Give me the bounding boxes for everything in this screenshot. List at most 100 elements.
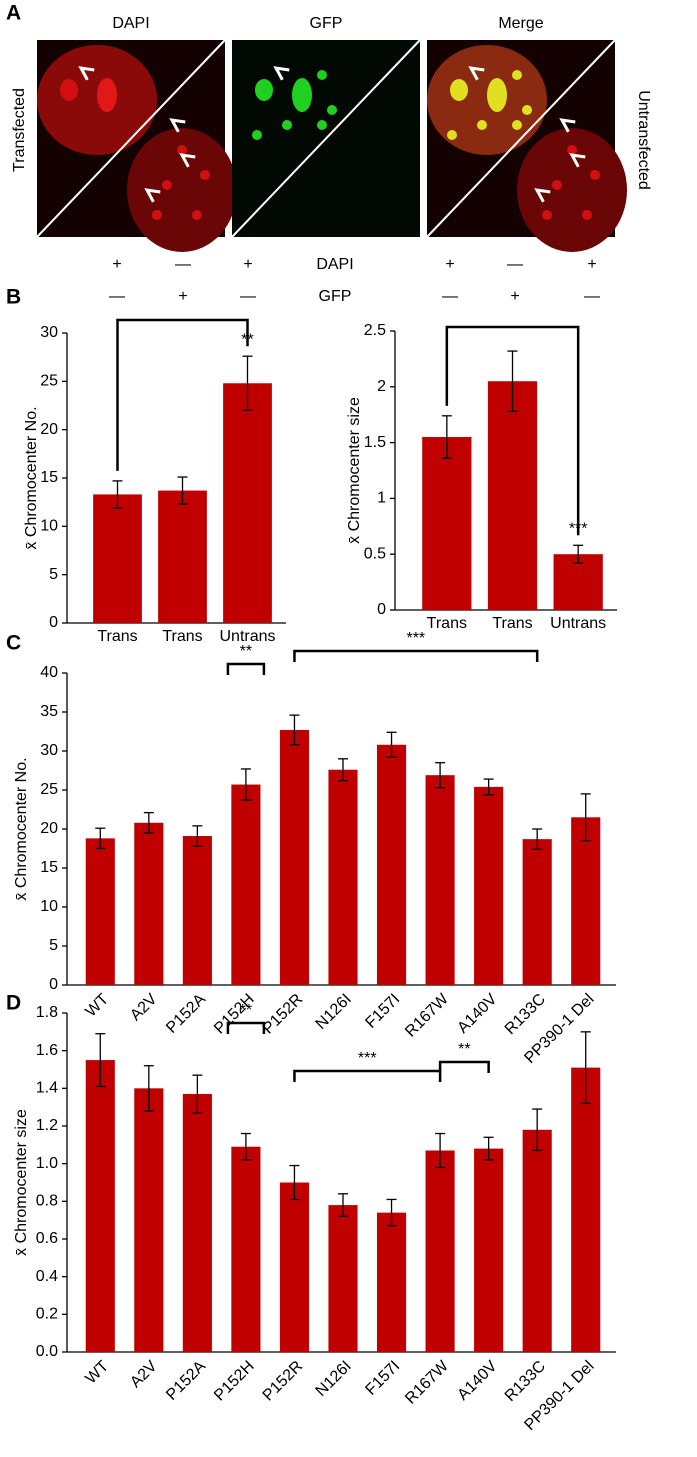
y-tick-label: 30: [40, 742, 58, 759]
x-tick-label: P152R: [260, 991, 307, 1038]
y-tick-label: 10: [40, 518, 58, 535]
divider: [426, 39, 616, 238]
spot: [487, 78, 507, 112]
bar: [376, 1212, 407, 1352]
divider: [36, 39, 226, 238]
significance-label: **: [241, 331, 253, 348]
spot: [317, 70, 327, 80]
bar: [182, 1093, 212, 1352]
error-bar: [338, 758, 348, 782]
bar: [376, 744, 407, 985]
sign: +: [445, 256, 454, 273]
bar: [474, 786, 504, 985]
error-bar: [192, 1074, 203, 1114]
error-bar: [386, 1198, 397, 1227]
spot: [552, 180, 562, 190]
x-tick-label: P152R: [260, 1358, 307, 1405]
error-bar: [532, 828, 543, 850]
error-bar: [580, 1031, 591, 1105]
x-tick-label: A2V: [127, 991, 161, 1025]
x-tick-label: P152A: [163, 991, 209, 1037]
panel-label: D: [6, 992, 21, 1015]
y-axis-label: x̄ Chromocenter No.: [23, 406, 40, 549]
x-tick-label: P152A: [163, 1358, 209, 1404]
sign: +: [587, 256, 596, 273]
error-bar: [483, 1136, 494, 1161]
x-tick-label: F157I: [362, 1358, 403, 1399]
bar: [328, 1205, 358, 1352]
spot: [512, 70, 522, 80]
spot: [292, 78, 312, 112]
panel-label: A: [6, 2, 21, 25]
spot: [522, 105, 532, 115]
bar: [231, 1146, 261, 1352]
sign: —: [240, 288, 256, 305]
bar: [328, 769, 358, 985]
sign: —: [584, 288, 600, 305]
y-tick-label: 15: [40, 859, 58, 876]
arrow: [468, 66, 485, 81]
y-tick-label: 0.6: [36, 1230, 58, 1247]
panel-label: C: [6, 632, 21, 655]
error-bar: [483, 778, 494, 796]
significance-bracket: [116, 318, 249, 471]
x-tick-label: N126I: [313, 991, 355, 1033]
sign: +: [178, 288, 187, 305]
x-tick-label: R133C: [502, 991, 549, 1038]
y-tick-label: 1.8: [36, 1004, 58, 1021]
spot: [255, 79, 273, 101]
spot: [590, 170, 600, 180]
error-bar: [112, 480, 123, 509]
error-bar: [95, 1033, 106, 1088]
sign: +: [243, 256, 252, 273]
bar: [422, 437, 472, 610]
bar: [134, 1088, 164, 1352]
x-tick-label: Trans: [162, 628, 202, 645]
y-tick-label: 5: [49, 937, 58, 954]
bar: [85, 838, 115, 985]
y-tick-label: 1.5: [364, 434, 386, 451]
y-tick-label: 1.6: [36, 1042, 58, 1059]
y-tick-label: 0.4: [36, 1268, 58, 1285]
row-label: GFP: [319, 288, 352, 305]
spot: [282, 120, 292, 130]
nucleus: [517, 128, 627, 252]
significance-bracket: [226, 1021, 266, 1034]
error-bar: [441, 415, 452, 459]
y-tick-label: 2: [377, 378, 386, 395]
bar: [425, 775, 455, 985]
y-tick-label: 25: [40, 781, 58, 798]
error-bar: [192, 825, 203, 847]
bar: [158, 490, 207, 623]
spot: [152, 210, 162, 220]
sign: —: [175, 256, 191, 273]
bar: [231, 784, 261, 985]
arrow: [144, 188, 161, 203]
bar: [425, 1150, 455, 1352]
y-tick-label: 15: [40, 469, 58, 486]
y-tick-label: 0: [49, 614, 58, 631]
y-tick-label: 0: [377, 601, 386, 618]
arrow: [78, 66, 95, 81]
significance-bracket: [226, 662, 266, 675]
spot: [162, 180, 172, 190]
y-tick-label: 1.0: [36, 1155, 58, 1172]
error-bar: [242, 355, 253, 411]
y-tick-label: 20: [40, 820, 58, 837]
significance-label: **: [240, 1002, 252, 1019]
y-tick-label: 35: [40, 703, 58, 720]
spot: [317, 120, 327, 130]
sign: +: [510, 288, 519, 305]
bar: [487, 381, 538, 610]
y-tick-label: 5: [49, 566, 58, 583]
error-bar: [580, 793, 591, 842]
x-tick-label: R167W: [402, 1357, 452, 1407]
nucleus: [427, 45, 547, 155]
spot: [567, 145, 577, 155]
arrow: [559, 118, 576, 133]
x-tick-label: R133C: [502, 1358, 549, 1405]
significance-label: ***: [569, 520, 588, 537]
nucleus: [127, 128, 237, 252]
error-bar: [573, 544, 584, 564]
